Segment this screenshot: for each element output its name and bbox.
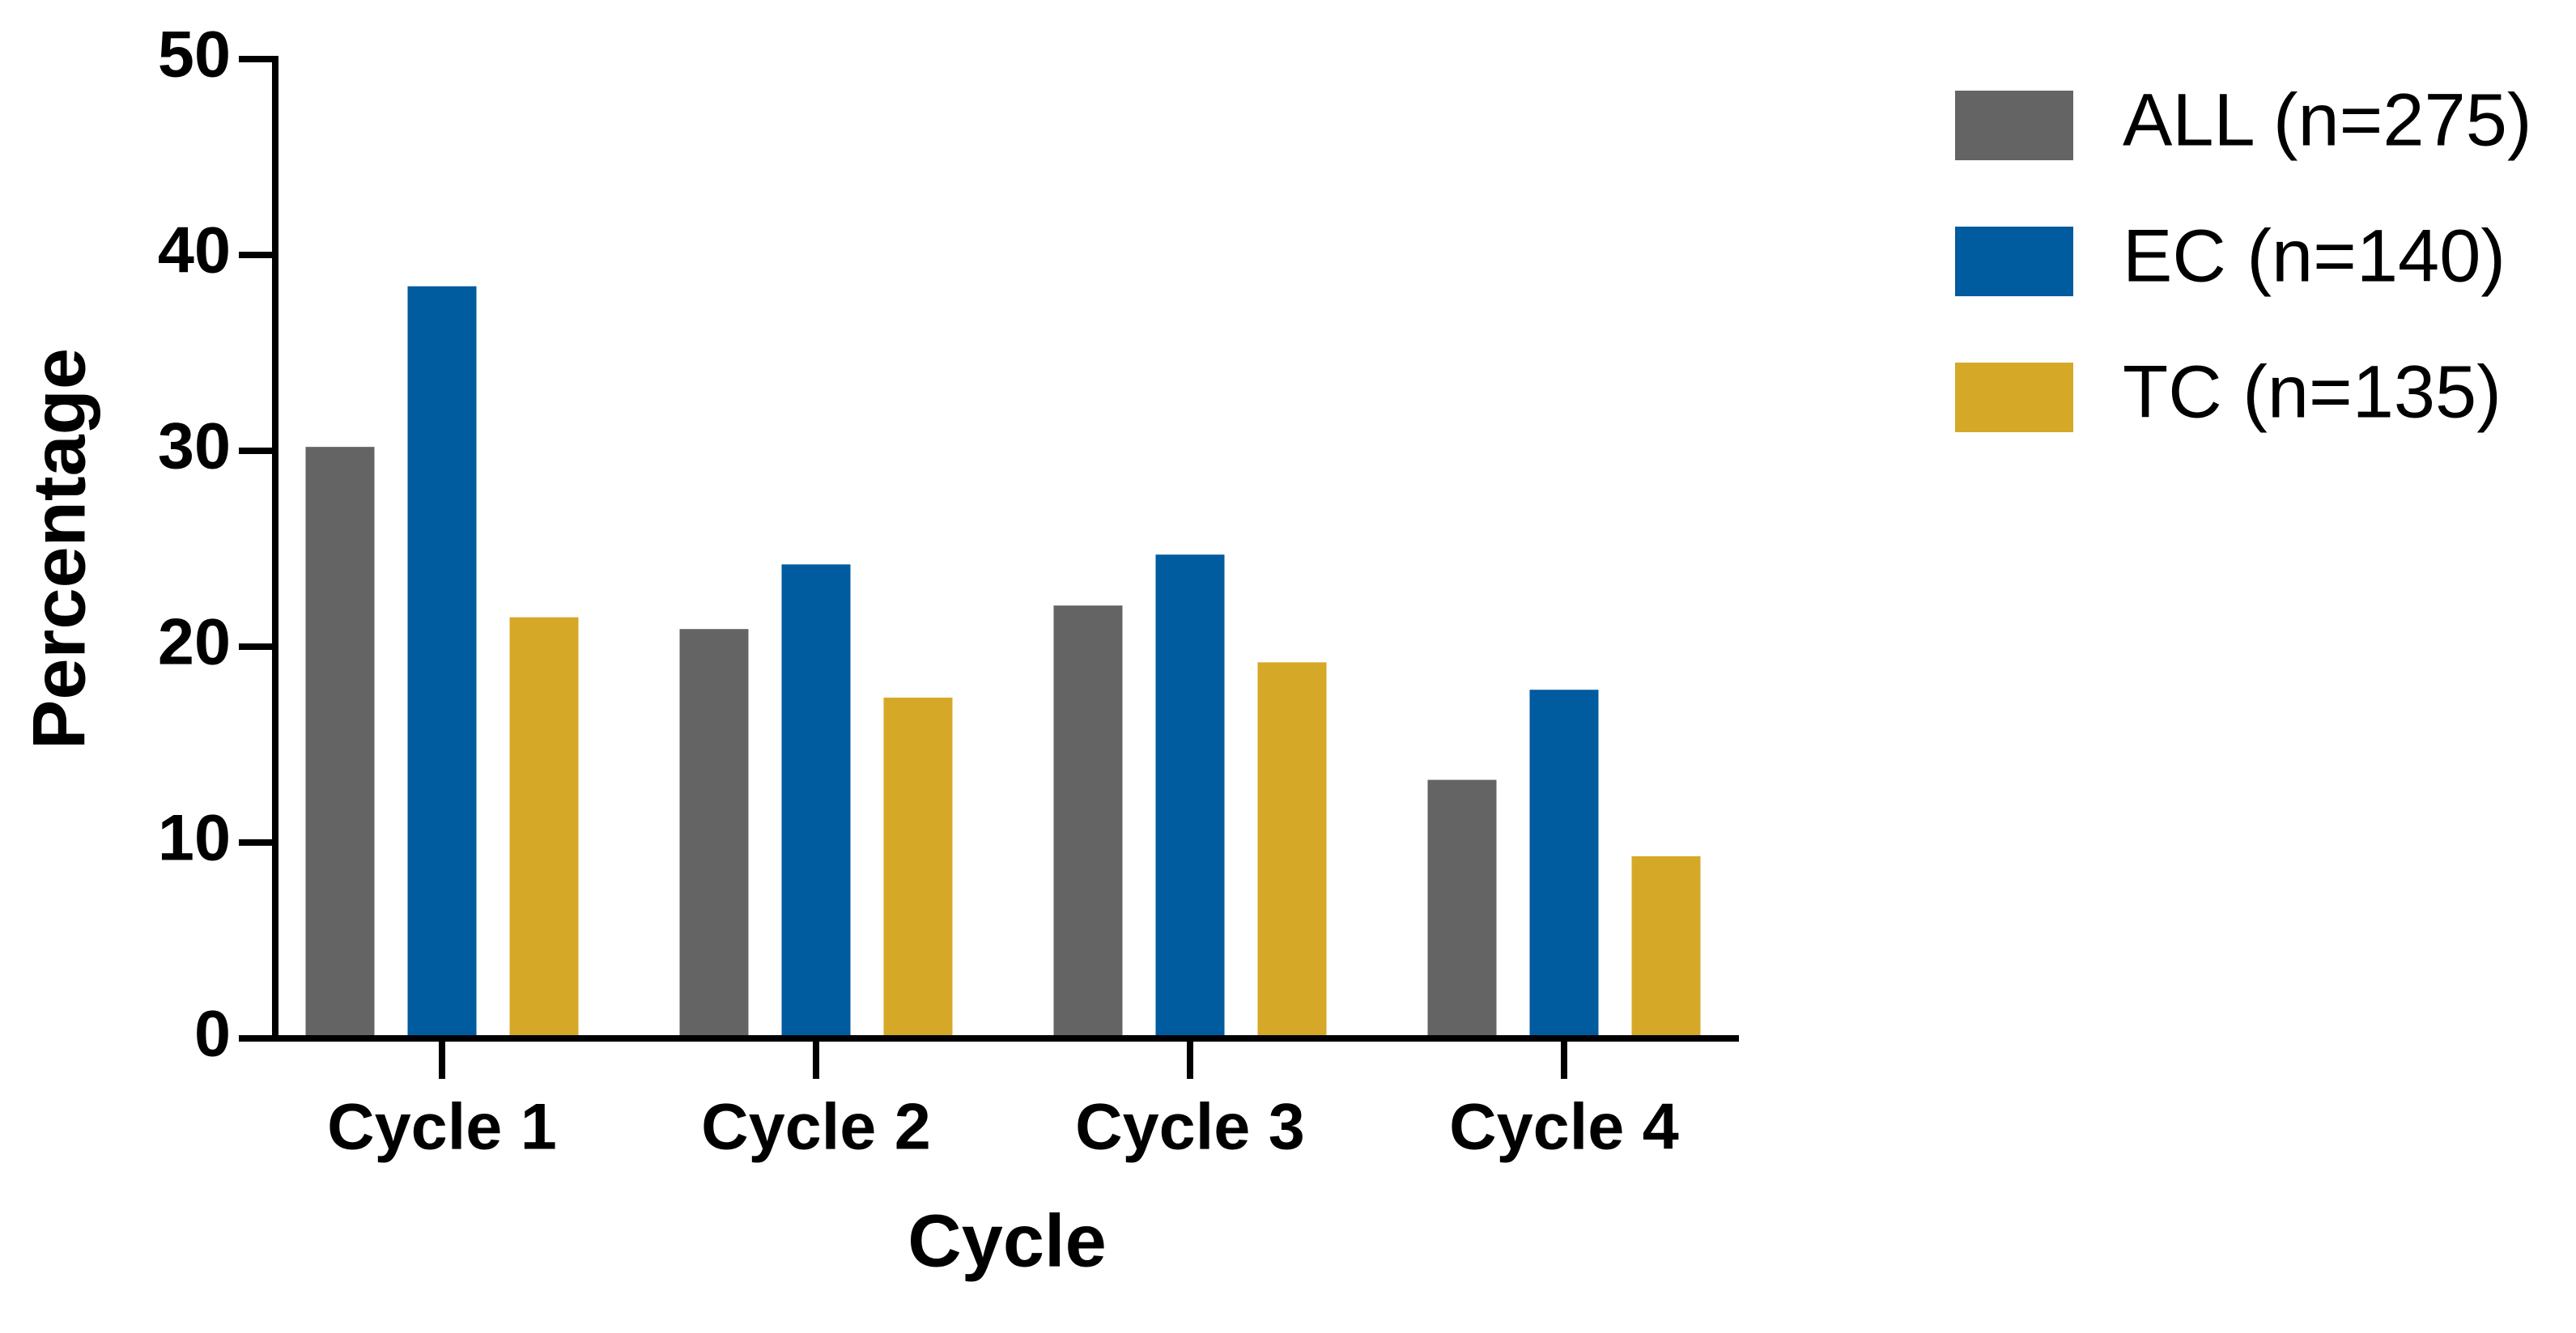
bar: [1257, 662, 1327, 1038]
y-tick-label: 30: [158, 410, 231, 482]
y-tick-label: 20: [158, 605, 231, 678]
legend-label: TC (n=135): [2123, 350, 2502, 433]
bar: [1631, 855, 1701, 1038]
legend-swatch: [1955, 227, 2073, 296]
y-axis-title: Percentage: [18, 348, 100, 749]
legend-swatch: [1955, 91, 2073, 160]
axes: [272, 56, 1739, 1042]
legend-label: ALL (n=275): [2123, 79, 2532, 161]
bar: [509, 617, 579, 1038]
bar: [407, 286, 477, 1039]
y-tick-label: 50: [158, 18, 231, 91]
bar: [1529, 690, 1599, 1038]
y-tick-label: 40: [158, 214, 231, 287]
x-tick-label: Cycle 4: [1449, 1090, 1679, 1163]
x-tick-label: Cycle 1: [327, 1090, 557, 1163]
x-axis-title: Cycle: [908, 1199, 1107, 1282]
bar: [883, 697, 953, 1038]
y-tick-label: 10: [158, 801, 231, 874]
x-tick-label: Cycle 3: [1075, 1090, 1305, 1163]
bar: [305, 447, 375, 1038]
bar: [781, 564, 851, 1038]
y-tick-label: 0: [194, 997, 231, 1070]
bar: [1053, 605, 1123, 1038]
bar: [1427, 779, 1497, 1038]
bar: [679, 629, 749, 1038]
bar: [1155, 554, 1225, 1038]
x-tick-label: Cycle 2: [701, 1090, 931, 1163]
legend-swatch: [1955, 363, 2073, 432]
legend-label: EC (n=140): [2123, 214, 2506, 297]
